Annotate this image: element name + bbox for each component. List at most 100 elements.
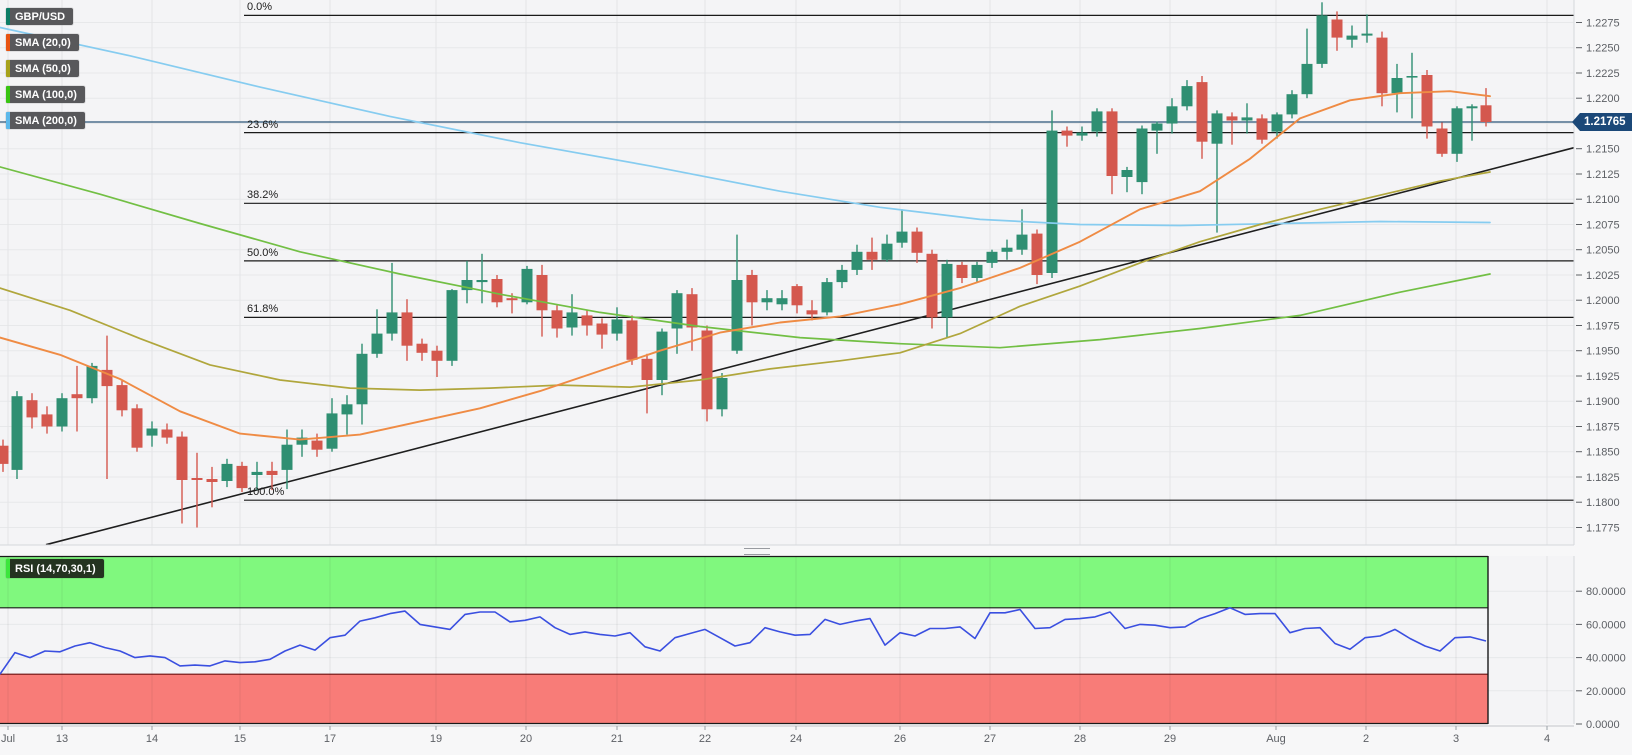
candle-body: [1061, 130, 1073, 136]
candle-body: [596, 323, 608, 335]
time-tick-label: 14: [146, 733, 158, 745]
candle-body: [281, 444, 293, 470]
candle-body: [626, 320, 638, 360]
candle-body: [521, 268, 533, 303]
candle-body: [41, 414, 53, 427]
candle-body: [491, 279, 503, 303]
rsi-tick-label: 20.0000: [1586, 686, 1626, 698]
candle-body: [416, 343, 428, 353]
candle-body: [146, 428, 158, 436]
legend-item-sma50[interactable]: SMA (50,0): [6, 60, 79, 77]
candle-body: [1316, 15, 1328, 64]
candle-body: [566, 312, 578, 328]
time-tick-label: 20: [520, 733, 532, 745]
price-tick-label: 1.1800: [1586, 497, 1620, 509]
legend-item-label: SMA (20,0): [15, 36, 71, 49]
rsi-legend-label: RSI (14,70,30,1): [15, 562, 96, 575]
candle-body: [476, 280, 488, 283]
candle-body: [866, 251, 878, 260]
candle-body: [116, 385, 128, 411]
price-tick-label: 1.2075: [1586, 220, 1620, 232]
time-tick-label: 19: [430, 733, 442, 745]
legend-item-sma20[interactable]: SMA (20,0): [6, 34, 79, 51]
candle-body: [1211, 113, 1223, 144]
last-price-value: 1.21765: [1580, 113, 1632, 131]
legend-item-sma200[interactable]: SMA (200,0): [6, 112, 85, 129]
price-tick-label: 1.2025: [1586, 270, 1620, 282]
candle-body: [1121, 170, 1133, 177]
time-tick-label: 2: [1363, 733, 1369, 745]
time-tick-label: 15: [234, 733, 246, 745]
candle-body: [1031, 233, 1043, 275]
candle-body: [11, 396, 23, 470]
candle-body: [1151, 123, 1163, 131]
price-tick-label: 1.2150: [1586, 144, 1620, 156]
candle-body: [1196, 82, 1208, 142]
badge-arrow-icon: [1572, 113, 1580, 131]
price-tick-label: 1.1900: [1586, 396, 1620, 408]
candle-body: [101, 369, 113, 387]
price-gridlines: [0, 22, 1574, 528]
candle-body: [716, 378, 728, 410]
legend-item-label: SMA (50,0): [15, 62, 71, 75]
price-tick-label: 1.1775: [1586, 523, 1620, 535]
candle-body: [446, 290, 458, 361]
candle-body: [971, 264, 983, 278]
legend-item-gbpusd[interactable]: GBP/USD: [6, 8, 74, 25]
candle-body: [1391, 78, 1403, 94]
splitter-grip-icon[interactable]: [744, 548, 770, 555]
series-color-swatch: [6, 559, 10, 578]
time-tick-label: 27: [984, 733, 996, 745]
series-color-swatch: [6, 34, 10, 51]
time-tick-label: 28: [1074, 733, 1086, 745]
candle-body: [671, 293, 683, 329]
price-tick-label: 1.1975: [1586, 321, 1620, 333]
time-tick-label: 24: [790, 733, 802, 745]
price-tick-label: 1.1850: [1586, 447, 1620, 459]
candle-body: [806, 310, 818, 315]
candle-body: [926, 253, 938, 318]
candle-body: [71, 394, 83, 399]
candle-body: [701, 330, 713, 410]
candle-body: [611, 319, 623, 334]
candle-body: [506, 298, 518, 301]
candle-body: [1301, 63, 1313, 95]
candle-body: [1376, 37, 1388, 94]
candle-body: [986, 251, 998, 263]
last-price-badge: 1.21765: [1572, 113, 1632, 131]
price-tick-label: 1.1925: [1586, 371, 1620, 383]
candle-body: [1091, 111, 1103, 132]
legend-item-label: SMA (200,0): [15, 114, 77, 127]
price-tick-label: 1.2100: [1586, 194, 1620, 206]
panel-splitter[interactable]: [0, 545, 1632, 556]
candle-body: [461, 280, 473, 291]
candle-body: [26, 400, 38, 418]
rsi-tick-label: 0.0000: [1586, 719, 1620, 731]
series-color-swatch: [6, 8, 10, 25]
candle-body: [1406, 76, 1418, 78]
candles-layer: [0, 2, 1492, 528]
candle-body: [1256, 118, 1268, 140]
sma-50-line: [0, 171, 1491, 391]
rsi-legend[interactable]: RSI (14,70,30,1): [6, 559, 104, 578]
legend-item-label: SMA (100,0): [15, 88, 77, 101]
price-axis[interactable]: 1.2275 1.2250 1.2225 1.2200 1.2150 1.2125 1.21…: [1576, 18, 1626, 732]
candle-body: [1241, 117, 1253, 121]
candle-body: [1016, 234, 1028, 250]
candle-body: [221, 463, 233, 481]
rsi-line: [0, 606, 1487, 675]
price-tick-label: 1.2200: [1586, 93, 1620, 105]
candle-body: [581, 315, 593, 326]
time-axis[interactable]: Jul 13 14 15 17 19 20 21 22 24 26 27 28 29 Aug 2 3 4: [0, 725, 1574, 745]
price-tick-label: 1.1950: [1586, 346, 1620, 358]
fibonacci-lines[interactable]: [244, 14, 1574, 501]
legend-item-sma100[interactable]: SMA (100,0): [6, 86, 85, 103]
time-tick-label: 21: [611, 733, 623, 745]
candle-body: [1106, 111, 1118, 176]
ascending-trendline[interactable]: [45, 146, 1575, 546]
candle-body: [161, 429, 173, 438]
candle-body: [1331, 19, 1343, 38]
time-tick-label: 26: [894, 733, 906, 745]
candle-body: [1001, 247, 1013, 252]
